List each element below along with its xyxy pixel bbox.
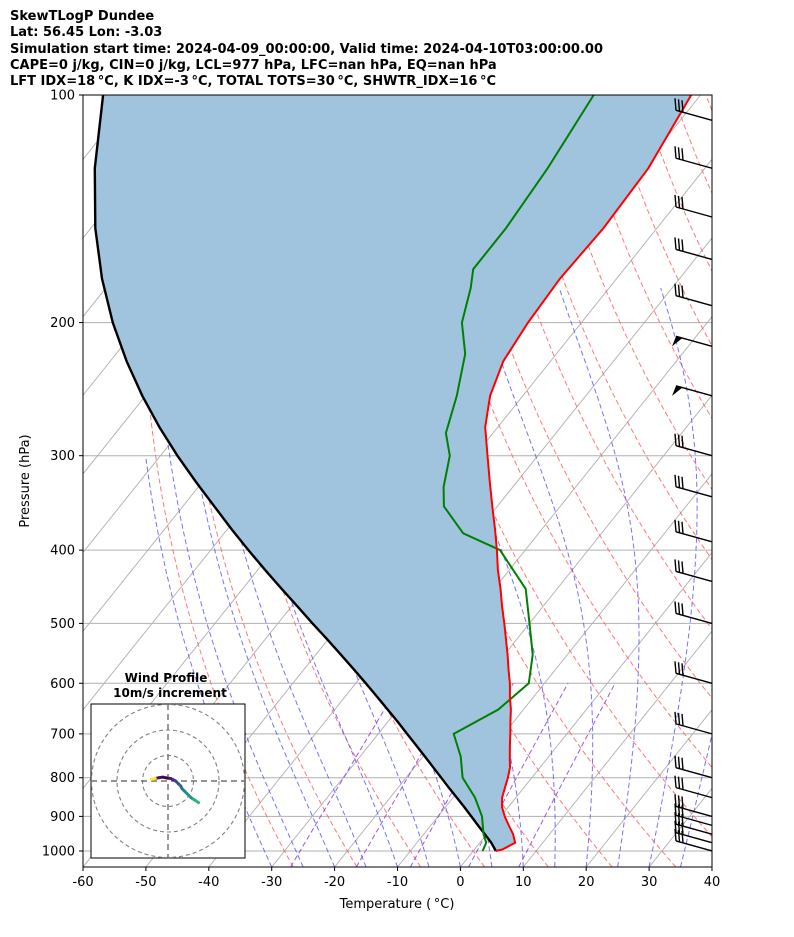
- wind-barb: [672, 385, 713, 397]
- x-tick-label: -40: [198, 875, 219, 890]
- mixing-ratio-line: [518, 683, 616, 867]
- wind-barb: [674, 519, 713, 543]
- parcel-profile-line: [93, 95, 497, 852]
- x-tick-label: -10: [387, 875, 408, 890]
- title-line: Lat: 56.45 Lon: -3.03: [10, 25, 163, 41]
- wind-barb: [674, 146, 713, 169]
- x-tick-label: -60: [72, 875, 93, 890]
- wind-barb: [674, 98, 713, 121]
- title-line: SkewTLogP Dundee: [10, 9, 155, 24]
- wind-barbs: [672, 98, 713, 852]
- isotherm-line: [460, 551, 712, 867]
- x-tick-label: 0: [456, 875, 464, 890]
- moist-adiabat-line: [558, 287, 640, 867]
- hodograph-inset: Wind Profile 10m/s increment: [90, 671, 246, 859]
- dry-adiabat-line: [477, 95, 712, 630]
- y-axis-label: Pressure (hPa): [18, 434, 33, 527]
- x-axis-label: Temperature ( °C): [339, 897, 455, 912]
- temperature-profile-line: [484, 95, 693, 852]
- y-tick-label: 400: [50, 544, 75, 559]
- y-tick-label: 600: [50, 677, 75, 692]
- wind-barb: [674, 755, 713, 779]
- x-tick-label: 40: [704, 875, 721, 890]
- wind-barb: [674, 775, 713, 799]
- isotherm-line: [0, 95, 72, 867]
- cape-region: [94, 95, 692, 851]
- title-line: Simulation start time: 2024-04-09_00:00:…: [10, 41, 603, 57]
- isotherm-line: [711, 866, 712, 867]
- y-tick-label: 1000: [42, 844, 75, 859]
- wind-barb: [674, 194, 713, 218]
- wind-barb: [672, 335, 713, 347]
- wind-barb: [674, 794, 713, 818]
- wind-barb: [674, 237, 713, 261]
- y-tick-label: 300: [50, 449, 75, 464]
- x-tick-label: 30: [641, 875, 658, 890]
- y-tick-label: 700: [50, 727, 75, 742]
- chart-title: SkewTLogP Dundee Lat: 56.45 Lon: -3.03 S…: [10, 9, 603, 90]
- dry-adiabat-line: [771, 95, 794, 867]
- y-tick-label: 500: [50, 617, 75, 632]
- dry-adiabat-line: [607, 95, 712, 347]
- dry-adiabat-line: [739, 95, 794, 867]
- dry-adiabat-line: [640, 95, 712, 273]
- moist-adiabat-line: [230, 346, 398, 867]
- moist-adiabat-line: [711, 865, 712, 867]
- hodograph-title: Wind Profile: [125, 671, 208, 685]
- hodograph-segment: [149, 776, 157, 781]
- wind-barb: [674, 283, 713, 307]
- wind-barb: [674, 559, 713, 583]
- dry-adiabat-line: [412, 95, 712, 769]
- title-line: LFT IDX=18 °C, K IDX=-3 °C, TOTAL TOTS=3…: [10, 74, 497, 90]
- x-tick-label: -30: [261, 875, 282, 890]
- dry-adiabat-line: [444, 95, 712, 700]
- x-tick-label: -50: [135, 875, 156, 890]
- wind-barb: [674, 812, 713, 835]
- isotherm-line: [585, 709, 712, 867]
- x-tick-label: 20: [578, 875, 595, 890]
- mixing-ratio-line: [468, 683, 569, 867]
- wind-barb: [674, 661, 713, 684]
- cape-area: [94, 95, 692, 851]
- dewpoint-profile-line: [442, 95, 595, 852]
- y-tick-label: 800: [50, 771, 75, 786]
- y-tick-label: 100: [50, 89, 75, 104]
- x-tick-label: 10: [515, 875, 532, 890]
- isotherm-line: [271, 315, 712, 867]
- x-axis-ticks: -60 -50 -40 -30 -20 -10 0 10 20 30 40: [72, 867, 720, 890]
- wind-barb: [674, 820, 713, 844]
- y-tick-label: 900: [50, 810, 75, 825]
- wind-barb: [674, 474, 713, 498]
- dry-adiabat-line: [141, 95, 294, 867]
- y-axis-ticks: 1000 900 800 700 600 500 400 300 200 100: [42, 89, 83, 859]
- moist-adiabat-line: [680, 732, 712, 867]
- dry-adiabat-line: [542, 95, 712, 491]
- sounding-profiles: [93, 95, 693, 852]
- wind-barb: [674, 433, 713, 457]
- x-tick-label: -20: [324, 875, 345, 890]
- mixing-ratio-line: [290, 683, 401, 867]
- moist-adiabat-line: [186, 402, 336, 867]
- mixing-ratio-line: [355, 683, 463, 867]
- wind-barb: [674, 711, 713, 735]
- dry-adiabat-line: [705, 95, 712, 113]
- title-line: CAPE=0 j/kg, CIN=0 j/kg, LCL=977 hPa, LF…: [10, 57, 497, 73]
- moist-adiabat-line: [145, 455, 273, 867]
- dry-adiabat-line: [575, 95, 712, 420]
- isotherm-line: [775, 95, 794, 867]
- y-tick-label: 200: [50, 316, 75, 331]
- wind-barb: [674, 601, 713, 625]
- moist-adiabat-line: [648, 287, 698, 867]
- hodograph-subtitle: 10m/s increment: [113, 686, 227, 700]
- moist-adiabat-line: [255, 314, 430, 867]
- moist-adiabat-line: [208, 375, 367, 867]
- moist-adiabat-line: [477, 287, 594, 867]
- isotherm-line: [522, 630, 712, 867]
